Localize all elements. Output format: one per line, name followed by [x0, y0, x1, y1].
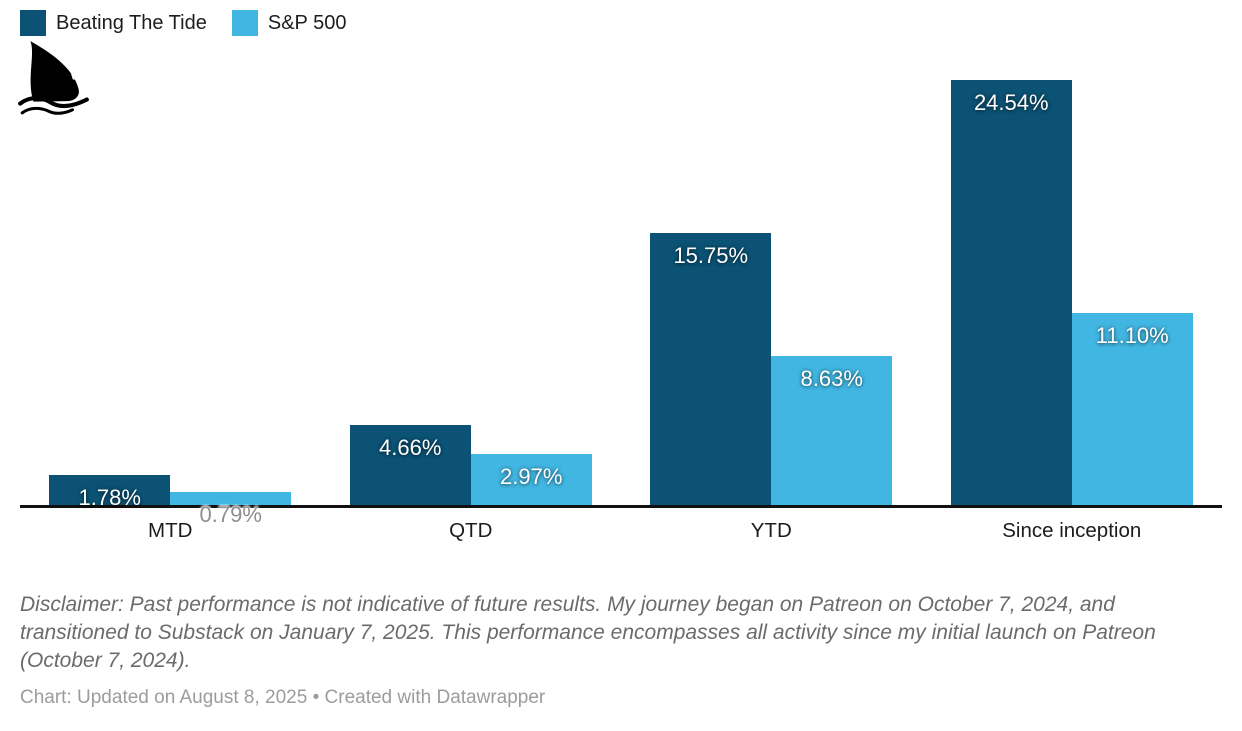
shark-fin-logo: [18, 41, 89, 115]
legend-item-sp500: S&P 500: [231, 10, 347, 36]
chart-credit-text: Chart: Updated on August 8, 2025 • Creat…: [20, 687, 546, 708]
x-axis-baseline: [20, 505, 1222, 508]
category-label-mtd: MTD: [148, 519, 193, 542]
category-label-ytd: YTD: [750, 519, 792, 542]
disclaimer-text: Disclaimer: Past performance is not indi…: [20, 593, 1156, 672]
legend-item-beating-the-tide: Beating The Tide: [20, 10, 207, 36]
bar-qtd-series-0: [349, 425, 471, 506]
legend-label: Beating The Tide: [56, 12, 207, 34]
bar-mtd-series-1: [170, 492, 292, 506]
category-label-since-inception: Since inception: [1002, 519, 1142, 542]
bar-value-label: 11.10%: [1095, 323, 1169, 349]
bar-value-label: 4.66%: [379, 435, 442, 461]
bar-value-label: 15.75%: [673, 242, 749, 268]
legend-swatch-dark-blue: [20, 10, 46, 36]
bar-value-label: 1.78%: [78, 485, 141, 511]
bar-value-label: 8.63%: [800, 366, 863, 392]
legend-label: S&P 500: [267, 12, 347, 34]
plot-area: 1.78% 0.79% MTD 4.66% 2.97% QTD 15.75% 8.63% YTD…: [49, 80, 1193, 542]
bar-ytd-series-1: [771, 356, 893, 506]
bar-value-label: 24.54%: [973, 90, 1049, 115]
bar-since-inception-series-0: [950, 80, 1072, 506]
bar-mtd-series-0: [49, 475, 171, 506]
legend-swatch-light-blue: [231, 10, 258, 36]
bar-since-inception-series-1: [1071, 313, 1193, 506]
chart-legend: Beating The Tide S&P 500: [20, 10, 346, 36]
bar-ytd-series-0: [650, 232, 772, 506]
bar-qtd-series-1: [470, 454, 592, 506]
bar-value-label: 2.97%: [500, 464, 563, 490]
bar-value-label: 0.79%: [199, 502, 262, 528]
category-label-qtd: QTD: [449, 519, 493, 542]
